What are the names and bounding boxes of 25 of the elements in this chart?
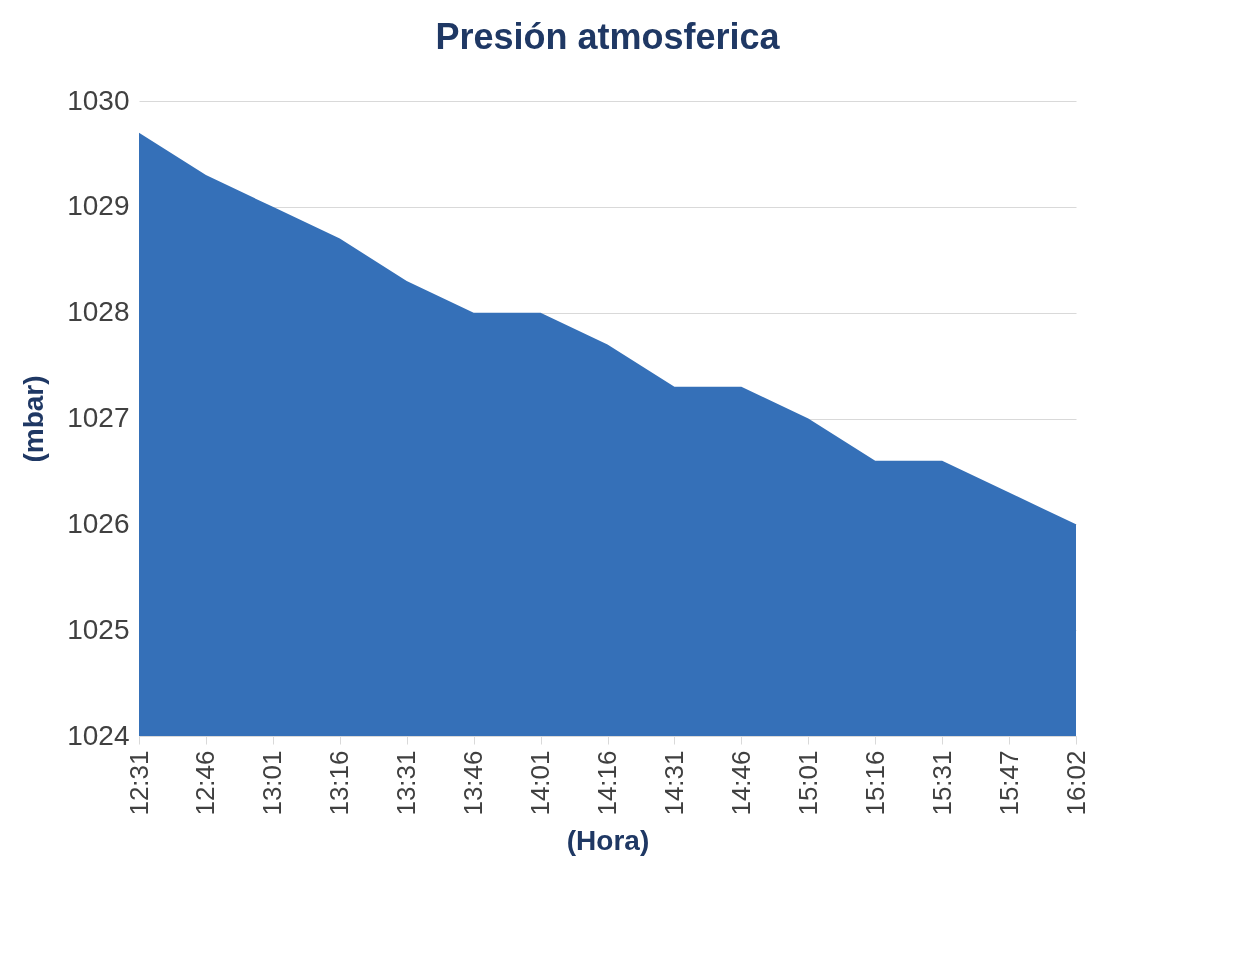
y-tick-label: 1027 [67,402,130,433]
y-tick-label: 1024 [67,719,130,751]
x-tick-label: 15:31 [926,750,957,816]
x-tick-label: 13:46 [458,750,489,816]
y-axis-title: (mbar) [18,375,50,463]
y-tick-label: 1029 [67,190,130,222]
x-tick-label: 13:16 [324,750,355,816]
x-tick-label: 14:16 [592,750,622,816]
y-tick-label: 1025 [67,613,130,645]
y-tick-label: 1026 [67,507,130,539]
x-tick-label: 13:01 [257,750,288,816]
x-tick-label: 14:46 [725,750,756,816]
x-tick-label: 12:46 [190,750,221,816]
chart-title: Presión atmosferica [435,16,781,57]
x-tick-label: 14:31 [658,750,689,816]
y-tick-label: 1030 [67,84,130,116]
x-tick-label: 15:16 [859,750,890,816]
x-tick-label: 16:02 [1060,750,1091,816]
x-tick-label: 13:31 [391,750,422,816]
x-tick-label: 12:31 [123,750,154,816]
x-tick-label: 14:01 [525,750,556,816]
x-tick-label: 15:47 [993,750,1024,816]
x-axis-title: (Hora) [566,824,650,856]
x-tick-label: 15:01 [792,750,823,816]
y-tick-label: 1028 [67,296,130,328]
